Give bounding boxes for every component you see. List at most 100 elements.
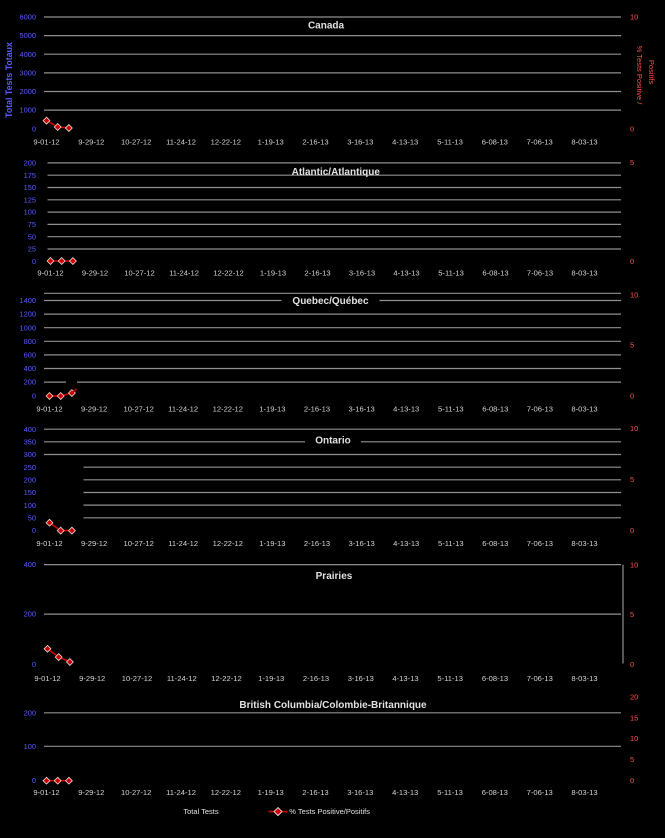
svg-text:25: 25: [28, 245, 36, 254]
svg-text:200: 200: [24, 708, 36, 717]
svg-text:5: 5: [630, 610, 634, 619]
svg-text:0: 0: [630, 391, 634, 400]
svg-text:4-13-13: 4-13-13: [393, 405, 419, 414]
svg-text:12-22-12: 12-22-12: [211, 788, 241, 797]
svg-text:8-03-13: 8-03-13: [571, 269, 597, 278]
svg-text:9-29-12: 9-29-12: [82, 269, 108, 278]
svg-text:6-08-13: 6-08-13: [482, 788, 508, 797]
svg-text:3-16-13: 3-16-13: [347, 138, 373, 147]
svg-text:6-08-13: 6-08-13: [482, 405, 508, 414]
svg-text:125: 125: [24, 195, 36, 204]
svg-text:2-16-13: 2-16-13: [303, 674, 329, 683]
svg-text:Prairies: Prairies: [316, 571, 353, 582]
svg-text:400: 400: [24, 560, 36, 569]
svg-text:10-27-12: 10-27-12: [122, 674, 152, 683]
svg-text:0: 0: [32, 391, 36, 400]
svg-text:10: 10: [630, 290, 638, 299]
svg-text:3-16-13: 3-16-13: [349, 539, 375, 548]
svg-text:2-16-13: 2-16-13: [304, 269, 330, 278]
svg-text:9-01-12: 9-01-12: [36, 405, 62, 414]
svg-text:4-13-13: 4-13-13: [392, 788, 418, 797]
svg-text:3-16-13: 3-16-13: [349, 269, 375, 278]
svg-text:3000: 3000: [20, 69, 36, 78]
svg-text:1200: 1200: [20, 310, 36, 319]
svg-text:1-19-13: 1-19-13: [258, 138, 284, 147]
svg-text:4-13-13: 4-13-13: [392, 674, 418, 683]
svg-text:8-03-13: 8-03-13: [571, 405, 597, 414]
svg-text:10-27-12: 10-27-12: [121, 788, 151, 797]
svg-text:0: 0: [630, 660, 634, 669]
svg-text:5000: 5000: [20, 31, 36, 40]
svg-text:11-24-12: 11-24-12: [168, 405, 198, 414]
svg-text:% Tests Positive /: % Tests Positive /: [635, 46, 644, 106]
svg-text:10-27-12: 10-27-12: [123, 539, 153, 548]
svg-text:Canada: Canada: [308, 20, 345, 31]
svg-text:0: 0: [32, 257, 36, 266]
svg-text:8-03-13: 8-03-13: [571, 539, 597, 548]
svg-text:15: 15: [630, 713, 638, 722]
svg-text:9-29-12: 9-29-12: [81, 539, 107, 548]
svg-text:9-01-12: 9-01-12: [33, 138, 59, 147]
svg-text:Quebec/Québec: Quebec/Québec: [292, 296, 369, 307]
svg-text:0: 0: [32, 526, 36, 535]
svg-text:11-24-12: 11-24-12: [168, 539, 198, 548]
svg-text:1000: 1000: [20, 323, 36, 332]
svg-text:10: 10: [630, 13, 638, 22]
svg-text:1-19-13: 1-19-13: [259, 539, 285, 548]
svg-text:9-29-12: 9-29-12: [78, 788, 104, 797]
svg-text:5-11-13: 5-11-13: [437, 674, 463, 683]
svg-text:5-11-13: 5-11-13: [438, 269, 464, 278]
svg-text:11-24-12: 11-24-12: [166, 788, 196, 797]
svg-text:10-27-12: 10-27-12: [124, 269, 154, 278]
svg-text:Positifs: Positifs: [647, 60, 656, 84]
svg-text:9-29-12: 9-29-12: [78, 138, 104, 147]
svg-text:50: 50: [28, 513, 36, 522]
svg-text:Ontario: Ontario: [315, 435, 351, 446]
svg-text:1-19-13: 1-19-13: [260, 269, 286, 278]
svg-text:British Columbia/Colombie-Brit: British Columbia/Colombie-Britannique: [239, 700, 427, 711]
svg-text:800: 800: [24, 337, 36, 346]
svg-text:7-06-13: 7-06-13: [527, 405, 553, 414]
svg-text:100: 100: [24, 501, 36, 510]
svg-text:5-11-13: 5-11-13: [438, 539, 464, 548]
svg-text:3-16-13: 3-16-13: [348, 674, 374, 683]
svg-text:6-08-13: 6-08-13: [482, 674, 508, 683]
svg-text:1000: 1000: [20, 106, 36, 115]
svg-text:2-16-13: 2-16-13: [302, 788, 328, 797]
svg-text:6-08-13: 6-08-13: [482, 269, 508, 278]
svg-text:10: 10: [630, 424, 638, 433]
svg-text:12-22-12: 12-22-12: [213, 405, 243, 414]
svg-text:4-13-13: 4-13-13: [392, 138, 418, 147]
svg-text:2000: 2000: [20, 87, 36, 96]
svg-text:11-24-12: 11-24-12: [169, 269, 199, 278]
svg-text:2-16-13: 2-16-13: [304, 405, 330, 414]
svg-text:11-24-12: 11-24-12: [166, 138, 196, 147]
svg-text:1-19-13: 1-19-13: [259, 405, 285, 414]
svg-text:6000: 6000: [20, 13, 36, 22]
svg-text:5-11-13: 5-11-13: [437, 138, 463, 147]
svg-text:200: 200: [24, 610, 36, 619]
svg-text:1400: 1400: [20, 296, 36, 305]
svg-text:0: 0: [630, 526, 634, 535]
svg-text:9-29-12: 9-29-12: [79, 674, 105, 683]
svg-text:10-27-12: 10-27-12: [121, 138, 151, 147]
svg-text:0: 0: [32, 660, 36, 669]
svg-text:0: 0: [630, 776, 634, 785]
svg-text:100: 100: [24, 742, 36, 751]
svg-text:4000: 4000: [20, 50, 36, 59]
svg-text:400: 400: [24, 364, 36, 373]
svg-text:Total Tests: Total Tests: [183, 807, 219, 816]
svg-text:0: 0: [630, 124, 634, 133]
svg-text:5-11-13: 5-11-13: [438, 405, 464, 414]
svg-text:5-11-13: 5-11-13: [437, 788, 463, 797]
svg-text:3-16-13: 3-16-13: [347, 788, 373, 797]
svg-text:1-19-13: 1-19-13: [258, 674, 284, 683]
svg-text:1-19-13: 1-19-13: [258, 788, 284, 797]
svg-text:4-13-13: 4-13-13: [393, 539, 419, 548]
svg-text:9-01-12: 9-01-12: [33, 788, 59, 797]
svg-text:6-08-13: 6-08-13: [482, 138, 508, 147]
svg-text:250: 250: [24, 463, 36, 472]
svg-text:7-06-13: 7-06-13: [527, 674, 553, 683]
svg-text:4-13-13: 4-13-13: [393, 269, 419, 278]
svg-text:10: 10: [630, 560, 638, 569]
